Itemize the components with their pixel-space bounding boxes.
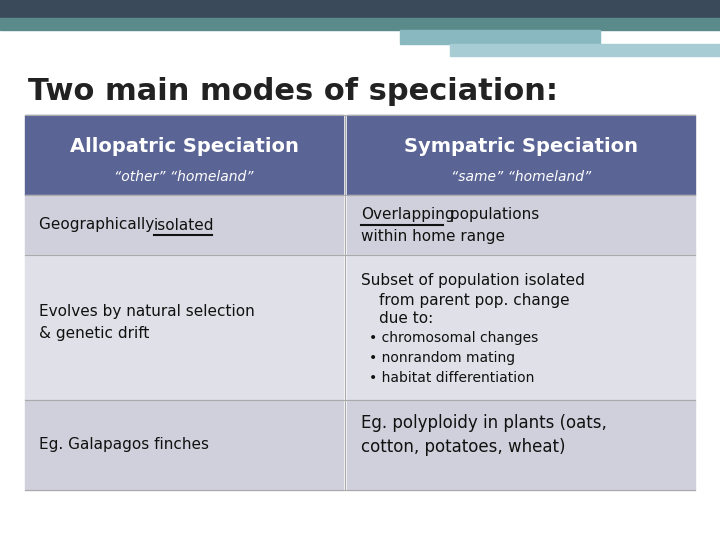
Text: Eg. Galapagos finches: Eg. Galapagos finches [39,437,209,453]
Text: populations: populations [445,207,539,222]
Text: Two main modes of speciation:: Two main modes of speciation: [28,78,558,106]
Text: Eg. polyploidy in plants (oats,
cotton, potatoes, wheat): Eg. polyploidy in plants (oats, cotton, … [361,414,607,456]
Bar [25,255,343,400]
Text: • chromosomal changes: • chromosomal changes [369,331,539,345]
Text: Overlapping: Overlapping [361,207,454,222]
Text: • habitat differentiation: • habitat differentiation [369,371,534,385]
Bar [347,255,695,400]
Bar [0,0,720,18]
Text: from parent pop. change: from parent pop. change [379,293,570,308]
Text: “other” “homeland”: “other” “homeland” [114,170,253,184]
Bar [25,195,343,255]
Bar [450,44,720,56]
Text: within home range: within home range [361,230,505,245]
Text: Sympatric Speciation: Sympatric Speciation [404,138,638,157]
Bar [347,115,695,195]
Text: due to:: due to: [379,311,433,326]
Text: “same” “homeland”: “same” “homeland” [451,170,591,184]
Text: Evolves by natural selection
& genetic drift: Evolves by natural selection & genetic d… [39,304,255,341]
Text: Geographically: Geographically [39,218,159,233]
Bar [25,115,343,195]
Bar [25,400,343,490]
Text: Allopatric Speciation: Allopatric Speciation [70,138,298,157]
Bar [347,195,695,255]
Text: Subset of population isolated: Subset of population isolated [361,273,585,288]
Bar [347,400,695,490]
Bar [400,30,600,44]
Text: isolated: isolated [154,218,215,233]
Text: • nonrandom mating: • nonrandom mating [369,351,515,365]
Bar [0,18,720,30]
